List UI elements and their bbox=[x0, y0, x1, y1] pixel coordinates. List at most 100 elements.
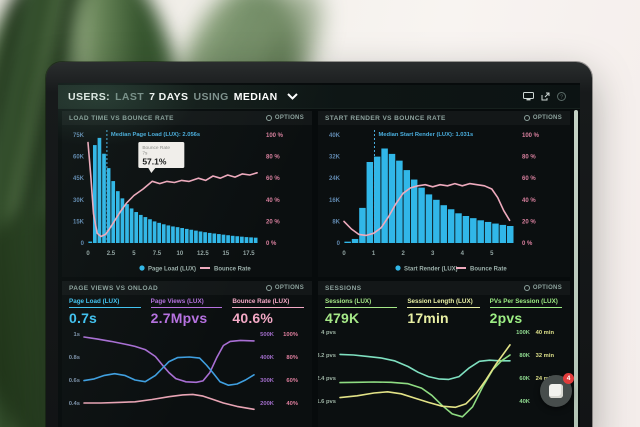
metric-label: Sessions (LUX) bbox=[325, 298, 398, 308]
options-label: OPTIONS bbox=[274, 115, 304, 121]
svg-text:40 %: 40 % bbox=[522, 198, 536, 204]
svg-text:3.2 pvs: 3.2 pvs bbox=[318, 353, 336, 359]
svg-text:4 pvs: 4 pvs bbox=[321, 330, 336, 336]
svg-text:45K: 45K bbox=[73, 176, 85, 182]
svg-text:30K: 30K bbox=[73, 198, 85, 204]
svg-text:0.8s: 0.8s bbox=[69, 355, 80, 361]
start-render-histogram-chart[interactable]: 40K 32K 24K 16K 8K 0 100 % 80 % 60 % 40 % 20 % 0 % 0… bbox=[318, 125, 568, 277]
vertical-scrollbar[interactable] bbox=[574, 110, 578, 427]
svg-text:Bounce Rate: Bounce Rate bbox=[470, 267, 507, 273]
svg-text:Median Page Load (LUX): 2.056s: Median Page Load (LUX): 2.056s bbox=[111, 132, 200, 138]
svg-text:5: 5 bbox=[490, 251, 494, 257]
svg-text:57.1%: 57.1% bbox=[142, 157, 167, 167]
options-button[interactable]: OPTIONS bbox=[523, 285, 562, 291]
svg-text:3: 3 bbox=[431, 251, 435, 257]
svg-text:Bounce Rate: Bounce Rate bbox=[142, 145, 170, 151]
users-range-dropdown[interactable]: USERS: LAST 7 DAYS USING MEDIAN bbox=[68, 91, 298, 103]
svg-text:2.5: 2.5 bbox=[107, 251, 116, 257]
note-icon bbox=[549, 384, 563, 398]
svg-text:5: 5 bbox=[132, 251, 136, 257]
sessions-line-chart[interactable]: 4 pvs 3.2 pvs 2.4 pvs 1.6 pvs 100K 40 min 80K 3… bbox=[316, 326, 568, 427]
svg-text:80%: 80% bbox=[286, 355, 298, 361]
svg-text:100K: 100K bbox=[516, 330, 531, 336]
header-last-label: LAST bbox=[115, 90, 145, 103]
panel-title: PAGE VIEWS VS ONLOAD bbox=[69, 284, 159, 292]
gear-icon bbox=[265, 115, 272, 121]
svg-text:24K: 24K bbox=[329, 176, 341, 182]
svg-text:1: 1 bbox=[372, 251, 376, 257]
svg-text:Bounce Rate: Bounce Rate bbox=[214, 267, 251, 273]
svg-text:17.5: 17.5 bbox=[243, 251, 255, 257]
metric-value: 479K bbox=[325, 310, 360, 326]
svg-text:20 %: 20 % bbox=[522, 219, 536, 225]
svg-text:60 %: 60 % bbox=[522, 176, 536, 182]
svg-text:Median Start Render (LUX): 1.0: Median Start Render (LUX): 1.031s bbox=[378, 132, 473, 138]
gear-icon bbox=[523, 115, 530, 121]
svg-text:100 %: 100 % bbox=[266, 133, 284, 139]
metric-label: Page Views (LUX) bbox=[150, 298, 223, 308]
svg-text:40K: 40K bbox=[519, 399, 530, 405]
options-label: OPTIONS bbox=[532, 285, 562, 291]
feedback-fab[interactable]: 4 bbox=[540, 373, 574, 407]
svg-text:0 %: 0 % bbox=[266, 241, 277, 247]
svg-text:200K: 200K bbox=[260, 401, 275, 407]
page-views-line-chart[interactable]: 1s 0.8s 0.6s 0.4s 500K 100% 400K 80% 300K 60% 200K… bbox=[62, 326, 312, 427]
help-icon[interactable]: ? bbox=[557, 88, 566, 106]
metric-sessions: Sessions (LUX) 479K bbox=[325, 298, 398, 326]
share-icon[interactable] bbox=[541, 88, 550, 106]
svg-text:7s: 7s bbox=[142, 151, 148, 157]
svg-text:16K: 16K bbox=[329, 198, 341, 204]
metric-session-length: Session Length (LUX) 17min bbox=[407, 298, 480, 326]
svg-text:40 %: 40 % bbox=[266, 198, 280, 204]
svg-text:60%: 60% bbox=[286, 378, 298, 384]
options-label: OPTIONS bbox=[274, 285, 304, 291]
svg-text:15: 15 bbox=[222, 251, 229, 257]
options-button[interactable]: OPTIONS bbox=[265, 115, 304, 121]
gear-icon bbox=[265, 285, 272, 291]
options-button[interactable]: OPTIONS bbox=[265, 285, 304, 291]
svg-text:0.6s: 0.6s bbox=[69, 378, 80, 384]
svg-text:0: 0 bbox=[86, 251, 90, 257]
svg-text:12.5: 12.5 bbox=[197, 251, 209, 257]
header-users-label: USERS: bbox=[68, 90, 111, 103]
metric-label: Bounce Rate (LUX) bbox=[232, 298, 305, 308]
metric-label: Page Load (LUX) bbox=[69, 298, 141, 308]
svg-text:300K: 300K bbox=[260, 378, 275, 384]
svg-text:0 %: 0 % bbox=[522, 241, 533, 247]
svg-text:100%: 100% bbox=[283, 332, 298, 338]
svg-text:40K: 40K bbox=[329, 133, 341, 139]
svg-text:40 min: 40 min bbox=[536, 330, 555, 336]
monitor-icon[interactable] bbox=[523, 88, 534, 106]
svg-text:0: 0 bbox=[342, 251, 346, 257]
options-button[interactable]: OPTIONS bbox=[523, 115, 562, 121]
svg-text:10: 10 bbox=[177, 251, 184, 257]
metric-value: 17min bbox=[407, 310, 449, 326]
header-days-label: 7 DAYS bbox=[149, 90, 189, 103]
svg-text:75K: 75K bbox=[73, 133, 85, 139]
header-median-label: MEDIAN bbox=[233, 90, 278, 103]
panel-page-views-vs-onload: PAGE VIEWS VS ONLOAD OPTIONS Page Load (… bbox=[62, 281, 312, 427]
panel-title: LOAD TIME VS BOUNCE RATE bbox=[69, 114, 174, 122]
metric-pvs-per-session: PVs Per Session (LUX) 2pvs bbox=[489, 298, 562, 326]
load-time-histogram-chart[interactable]: 75K 60K 45K 30K 15K 0 100 % 80 % 60 % 40 % 20 % 0 %… bbox=[62, 125, 312, 277]
metric-value: 2pvs bbox=[489, 310, 523, 326]
svg-text:80 %: 80 % bbox=[266, 155, 280, 161]
metric-page-views: Page Views (LUX) 2.7Mpvs bbox=[150, 298, 223, 326]
metric-label: PVs Per Session (LUX) bbox=[489, 298, 562, 308]
svg-text:60K: 60K bbox=[519, 376, 530, 382]
notification-badge: 4 bbox=[563, 373, 574, 384]
svg-text:4: 4 bbox=[461, 251, 465, 257]
svg-text:8K: 8K bbox=[332, 219, 340, 225]
svg-text:80 %: 80 % bbox=[522, 155, 536, 161]
metric-page-load: Page Load (LUX) 0.7s bbox=[69, 298, 141, 326]
svg-text:60 %: 60 % bbox=[266, 176, 280, 182]
panel-start-render-vs-bounce-rate: START RENDER VS BOUNCE RATE OPTIONS 40K 3… bbox=[318, 111, 570, 277]
svg-text:1s: 1s bbox=[74, 332, 80, 338]
svg-text:60K: 60K bbox=[73, 155, 85, 161]
svg-text:0: 0 bbox=[81, 241, 85, 247]
svg-text:80K: 80K bbox=[519, 353, 530, 359]
svg-text:2.4 pvs: 2.4 pvs bbox=[318, 376, 336, 382]
svg-text:32 min: 32 min bbox=[536, 353, 555, 359]
laptop: USERS: LAST 7 DAYS USING MEDIAN ? bbox=[46, 62, 592, 427]
